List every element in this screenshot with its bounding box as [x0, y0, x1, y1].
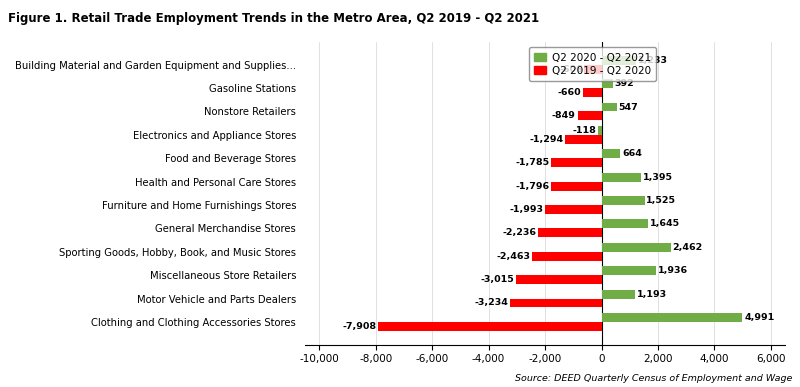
Text: 1,233: 1,233 — [638, 56, 668, 65]
Bar — [602, 219, 648, 228]
Bar — [510, 298, 602, 307]
Text: -118: -118 — [573, 126, 597, 135]
Bar — [538, 228, 602, 237]
Text: 664: 664 — [622, 149, 642, 158]
Text: -660: -660 — [558, 88, 582, 97]
Bar — [546, 205, 602, 214]
Text: 2,462: 2,462 — [673, 243, 703, 252]
Text: -849: -849 — [552, 111, 576, 120]
Bar — [602, 103, 617, 111]
Bar — [551, 158, 602, 167]
Text: -3,015: -3,015 — [481, 275, 514, 284]
Text: -3,234: -3,234 — [474, 298, 509, 307]
Bar — [598, 126, 602, 135]
Text: -606: -606 — [559, 65, 582, 74]
Text: 392: 392 — [614, 79, 634, 88]
Bar — [602, 196, 645, 205]
Bar — [578, 111, 602, 120]
Text: 1,395: 1,395 — [642, 173, 673, 182]
Bar — [602, 79, 613, 88]
Text: -1,294: -1,294 — [529, 135, 563, 144]
Text: Figure 1. Retail Trade Employment Trends in the Metro Area, Q2 2019 - Q2 2021: Figure 1. Retail Trade Employment Trends… — [8, 12, 539, 25]
Bar — [602, 149, 620, 158]
Bar — [565, 135, 602, 144]
Text: 4,991: 4,991 — [744, 313, 774, 322]
Bar — [602, 173, 641, 182]
Text: -1,993: -1,993 — [510, 205, 543, 214]
Text: Source: DEED Quarterly Census of Employment and Wage: Source: DEED Quarterly Census of Employm… — [514, 374, 792, 383]
Text: -7,908: -7,908 — [342, 322, 377, 331]
Bar — [583, 88, 602, 97]
Text: 1,193: 1,193 — [637, 289, 667, 299]
Bar — [551, 182, 602, 190]
Bar — [378, 322, 602, 331]
Bar — [602, 289, 635, 298]
Bar — [602, 266, 656, 275]
Text: -1,785: -1,785 — [515, 158, 550, 167]
Text: -2,236: -2,236 — [502, 228, 537, 237]
Text: -1,796: -1,796 — [515, 182, 549, 190]
Text: -2,463: -2,463 — [496, 252, 530, 261]
Bar — [602, 243, 671, 252]
Bar — [517, 275, 602, 284]
Text: 1,645: 1,645 — [650, 219, 680, 228]
Bar — [602, 56, 636, 65]
Text: 1,936: 1,936 — [658, 266, 688, 275]
Legend: Q2 2020 - Q2 2021, Q2 2019 - Q2 2020: Q2 2020 - Q2 2021, Q2 2019 - Q2 2020 — [529, 47, 656, 81]
Bar — [532, 252, 602, 261]
Text: 547: 547 — [618, 103, 638, 111]
Bar — [585, 65, 602, 74]
Bar — [602, 313, 742, 322]
Text: 1,525: 1,525 — [646, 196, 676, 205]
